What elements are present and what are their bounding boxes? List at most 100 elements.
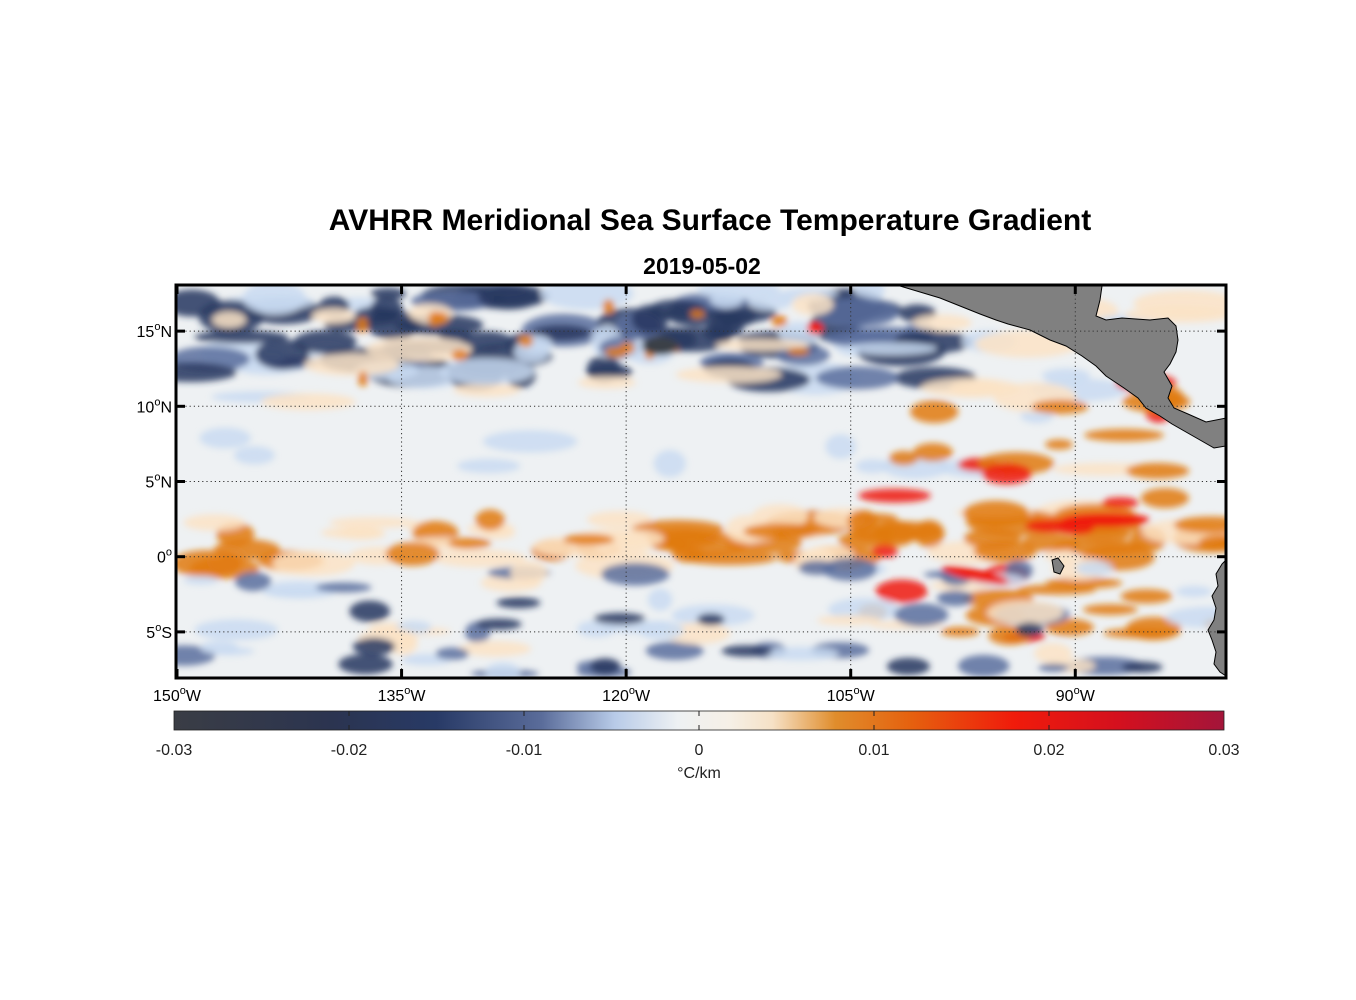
colorbar-tick-label: 0 — [695, 742, 704, 759]
field-patch — [315, 582, 372, 593]
field-patch — [949, 378, 1004, 398]
field-patch — [338, 654, 393, 675]
field-patch — [1101, 497, 1139, 509]
field-patch — [1173, 516, 1225, 534]
lat-tick-label: 0o — [157, 547, 172, 567]
chart-title: AVHRR Meridional Sea Surface Temperature… — [328, 204, 1092, 237]
field-patch — [518, 334, 534, 348]
field-patch — [815, 366, 899, 390]
field-patch — [987, 600, 1064, 625]
field-patch — [234, 571, 272, 592]
field-patch — [1031, 399, 1089, 415]
field-patch — [913, 314, 972, 331]
field-patch — [886, 657, 930, 676]
field-patch — [304, 353, 400, 376]
field-patch — [825, 434, 857, 459]
field-patch — [743, 523, 820, 540]
field-patch — [183, 514, 245, 531]
field-patch — [1124, 306, 1225, 323]
field-patch — [601, 562, 670, 586]
field-patch — [721, 645, 773, 657]
field-patch — [981, 463, 1032, 485]
field-patch — [433, 549, 527, 568]
field-patch — [370, 296, 403, 321]
field-patch — [1198, 534, 1225, 551]
field-patch — [854, 513, 898, 523]
colorbar-tick-label: 0.02 — [1033, 742, 1064, 759]
field-patch — [787, 347, 810, 356]
field-patch — [1021, 532, 1080, 552]
field-patch — [272, 550, 356, 576]
field-patch — [264, 588, 336, 597]
lon-tick-label: 90oW — [1056, 685, 1096, 705]
field-patch — [647, 588, 673, 611]
field-patch — [1176, 586, 1212, 597]
field-patch — [874, 521, 943, 542]
field-patch — [1140, 488, 1189, 509]
field-patch — [357, 371, 368, 387]
field-patch — [329, 517, 418, 529]
field-patch — [937, 590, 974, 607]
field-patch — [858, 488, 931, 503]
field-patch — [475, 618, 522, 630]
field-patch — [816, 615, 881, 626]
field-patch — [671, 546, 706, 563]
field-patch — [293, 330, 357, 354]
field-patch — [1126, 462, 1190, 479]
field-patch — [578, 376, 636, 389]
field-patch — [428, 311, 442, 327]
field-patch — [602, 299, 615, 314]
field-patch — [194, 330, 288, 344]
field-patch — [894, 603, 949, 627]
field-patch — [1045, 618, 1094, 636]
field-patch — [177, 362, 237, 382]
field-patch — [593, 612, 646, 625]
field-patch — [855, 459, 890, 474]
field-patch — [1060, 513, 1150, 527]
chart-subtitle: 2019-05-02 — [643, 253, 761, 279]
lon-tick-label: 150oW — [153, 685, 202, 705]
land-south-america — [1207, 560, 1225, 676]
lat-tick-label: 15oN — [137, 321, 172, 341]
field-patch — [590, 658, 621, 675]
colorbar-tick-label: 0.03 — [1208, 742, 1239, 759]
field-patch — [510, 560, 548, 585]
field-patch — [1045, 577, 1123, 589]
field-patch — [958, 654, 1010, 677]
field-patch — [973, 540, 1037, 563]
field-patch — [798, 560, 837, 575]
field-patch — [675, 366, 782, 383]
field-patch — [710, 292, 743, 309]
colorbar-tick-label: 0.01 — [858, 742, 889, 759]
land-galapagos — [1051, 557, 1065, 575]
field-patch — [453, 383, 521, 397]
field-patch — [1084, 428, 1164, 442]
colorbar-tick-label: -0.01 — [506, 742, 543, 759]
field-patch — [451, 349, 469, 361]
lon-tick-label: 120oW — [602, 685, 651, 705]
field-patch — [352, 637, 396, 656]
lon-tick-label: 105oW — [827, 685, 876, 705]
field-patch — [366, 337, 472, 362]
field-patch — [478, 286, 540, 310]
field-patch — [183, 575, 219, 585]
colorbar-ticks: -0.03 -0.02 -0.01 0 0.01 0.02 0.03 — [156, 711, 1240, 759]
field-patch — [1038, 663, 1069, 672]
field-patch — [458, 640, 532, 657]
field-patch — [702, 322, 737, 342]
field-patch — [356, 316, 369, 333]
field-patch — [681, 551, 777, 566]
field-patch — [242, 286, 306, 315]
field-patch — [189, 557, 260, 579]
field-patch — [1121, 661, 1163, 673]
field-patch — [912, 443, 953, 462]
field-patch — [1045, 439, 1073, 450]
field-patch — [563, 534, 615, 546]
field-patch — [587, 511, 652, 528]
field-patch — [388, 633, 418, 656]
map-field — [177, 286, 1225, 677]
field-patch — [645, 641, 704, 660]
field-patch — [697, 613, 725, 626]
field-patch — [690, 309, 705, 318]
